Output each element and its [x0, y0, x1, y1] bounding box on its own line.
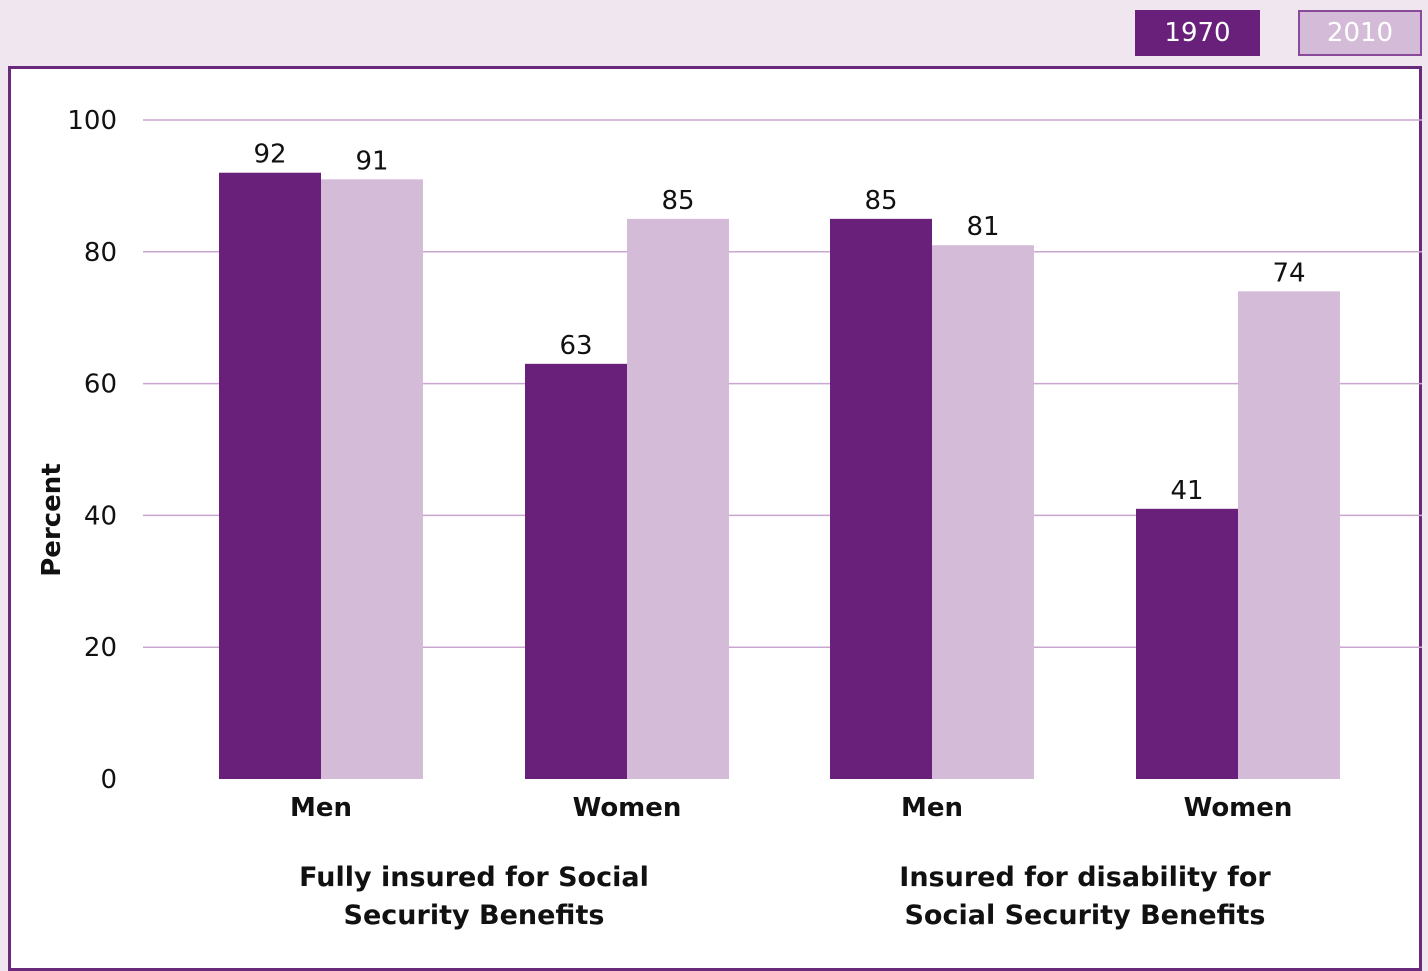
data-label: 85 — [864, 186, 897, 216]
data-label: 85 — [661, 186, 694, 216]
bar-2010-2 — [932, 245, 1034, 779]
legend-item-2010: 2010 — [1298, 10, 1422, 56]
y-axis-label: Percent — [37, 463, 67, 577]
group-label-line1: Fully insured for Social — [299, 862, 649, 893]
category-label: Men — [290, 793, 352, 823]
group-label-line2: Social Security Benefits — [904, 900, 1265, 931]
bar-1970-0 — [219, 172, 321, 780]
bar-2010-1 — [627, 218, 729, 780]
y-tick-label: 0 — [100, 765, 117, 795]
y-tick-label: 60 — [84, 370, 117, 400]
y-tick-label: 40 — [84, 501, 117, 531]
y-tick-label: 100 — [67, 106, 117, 136]
data-label: 81 — [966, 212, 999, 242]
bar-2010-0 — [321, 179, 423, 779]
group-label-line1: Insured for disability for — [899, 862, 1271, 893]
group-label-line2: Security Benefits — [344, 900, 605, 931]
category-label: Women — [573, 793, 682, 823]
data-label: 41 — [1170, 476, 1203, 506]
bar-1970-1 — [525, 363, 627, 779]
y-tick-label: 20 — [84, 633, 117, 663]
legend-item-1970: 1970 — [1135, 10, 1260, 56]
data-label: 91 — [355, 146, 388, 176]
category-label: Men — [901, 793, 963, 823]
data-label: 63 — [559, 331, 592, 361]
bar-2010-3 — [1238, 291, 1340, 779]
data-label: 92 — [253, 140, 286, 170]
data-label: 74 — [1272, 258, 1305, 288]
category-label: Women — [1184, 793, 1293, 823]
y-tick-label: 80 — [84, 238, 117, 268]
bar-1970-2 — [830, 218, 932, 780]
bar-1970-3 — [1136, 508, 1238, 779]
